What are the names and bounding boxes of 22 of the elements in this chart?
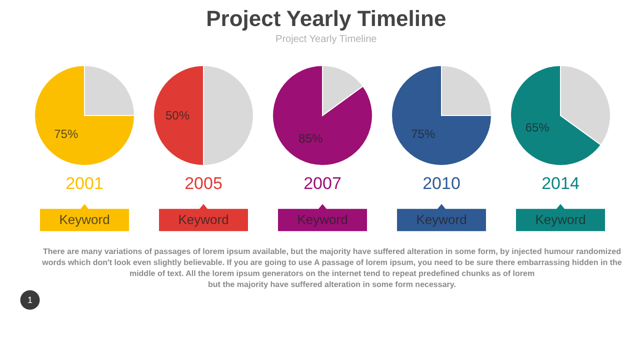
text: Project Yearly Timeline (276, 34, 378, 45)
text: Project Yearly Timeline (206, 6, 446, 31)
pie-slice (391, 65, 492, 166)
text: Keyword (416, 212, 467, 227)
data-label: 65% (525, 120, 550, 134)
data-label: 85% (298, 132, 324, 146)
text: Keyword (59, 212, 110, 227)
text: Keyword (535, 212, 586, 227)
text: Keyword (297, 212, 348, 227)
text: 2005 (184, 174, 222, 193)
data-label: 75% (54, 126, 78, 141)
text: 1 (27, 295, 33, 305)
text: 2010 (422, 174, 460, 193)
text: 2007 (304, 174, 342, 193)
pie-slice (272, 65, 373, 166)
data-label: 50% (165, 108, 190, 122)
pie-slice (34, 65, 135, 166)
data-label: 75% (411, 126, 436, 141)
text: Keyword (178, 212, 229, 227)
text: 2001 (66, 174, 104, 193)
text: 2014 (542, 174, 580, 193)
text: There are many variations of passages of lorem ipsum available, but the majority have suffered alteration in some form, by injected humour randomized words which don't look even slightly believable. If you are going to use A passage of lorem ipsum, you need to be sure there embarrassing hidden in the middle of text. All the lorem ipsum generators on the internet tend to repeat predefined chunks as of lorem but the majority have suffered alteration in some form necessary. (41, 247, 622, 289)
